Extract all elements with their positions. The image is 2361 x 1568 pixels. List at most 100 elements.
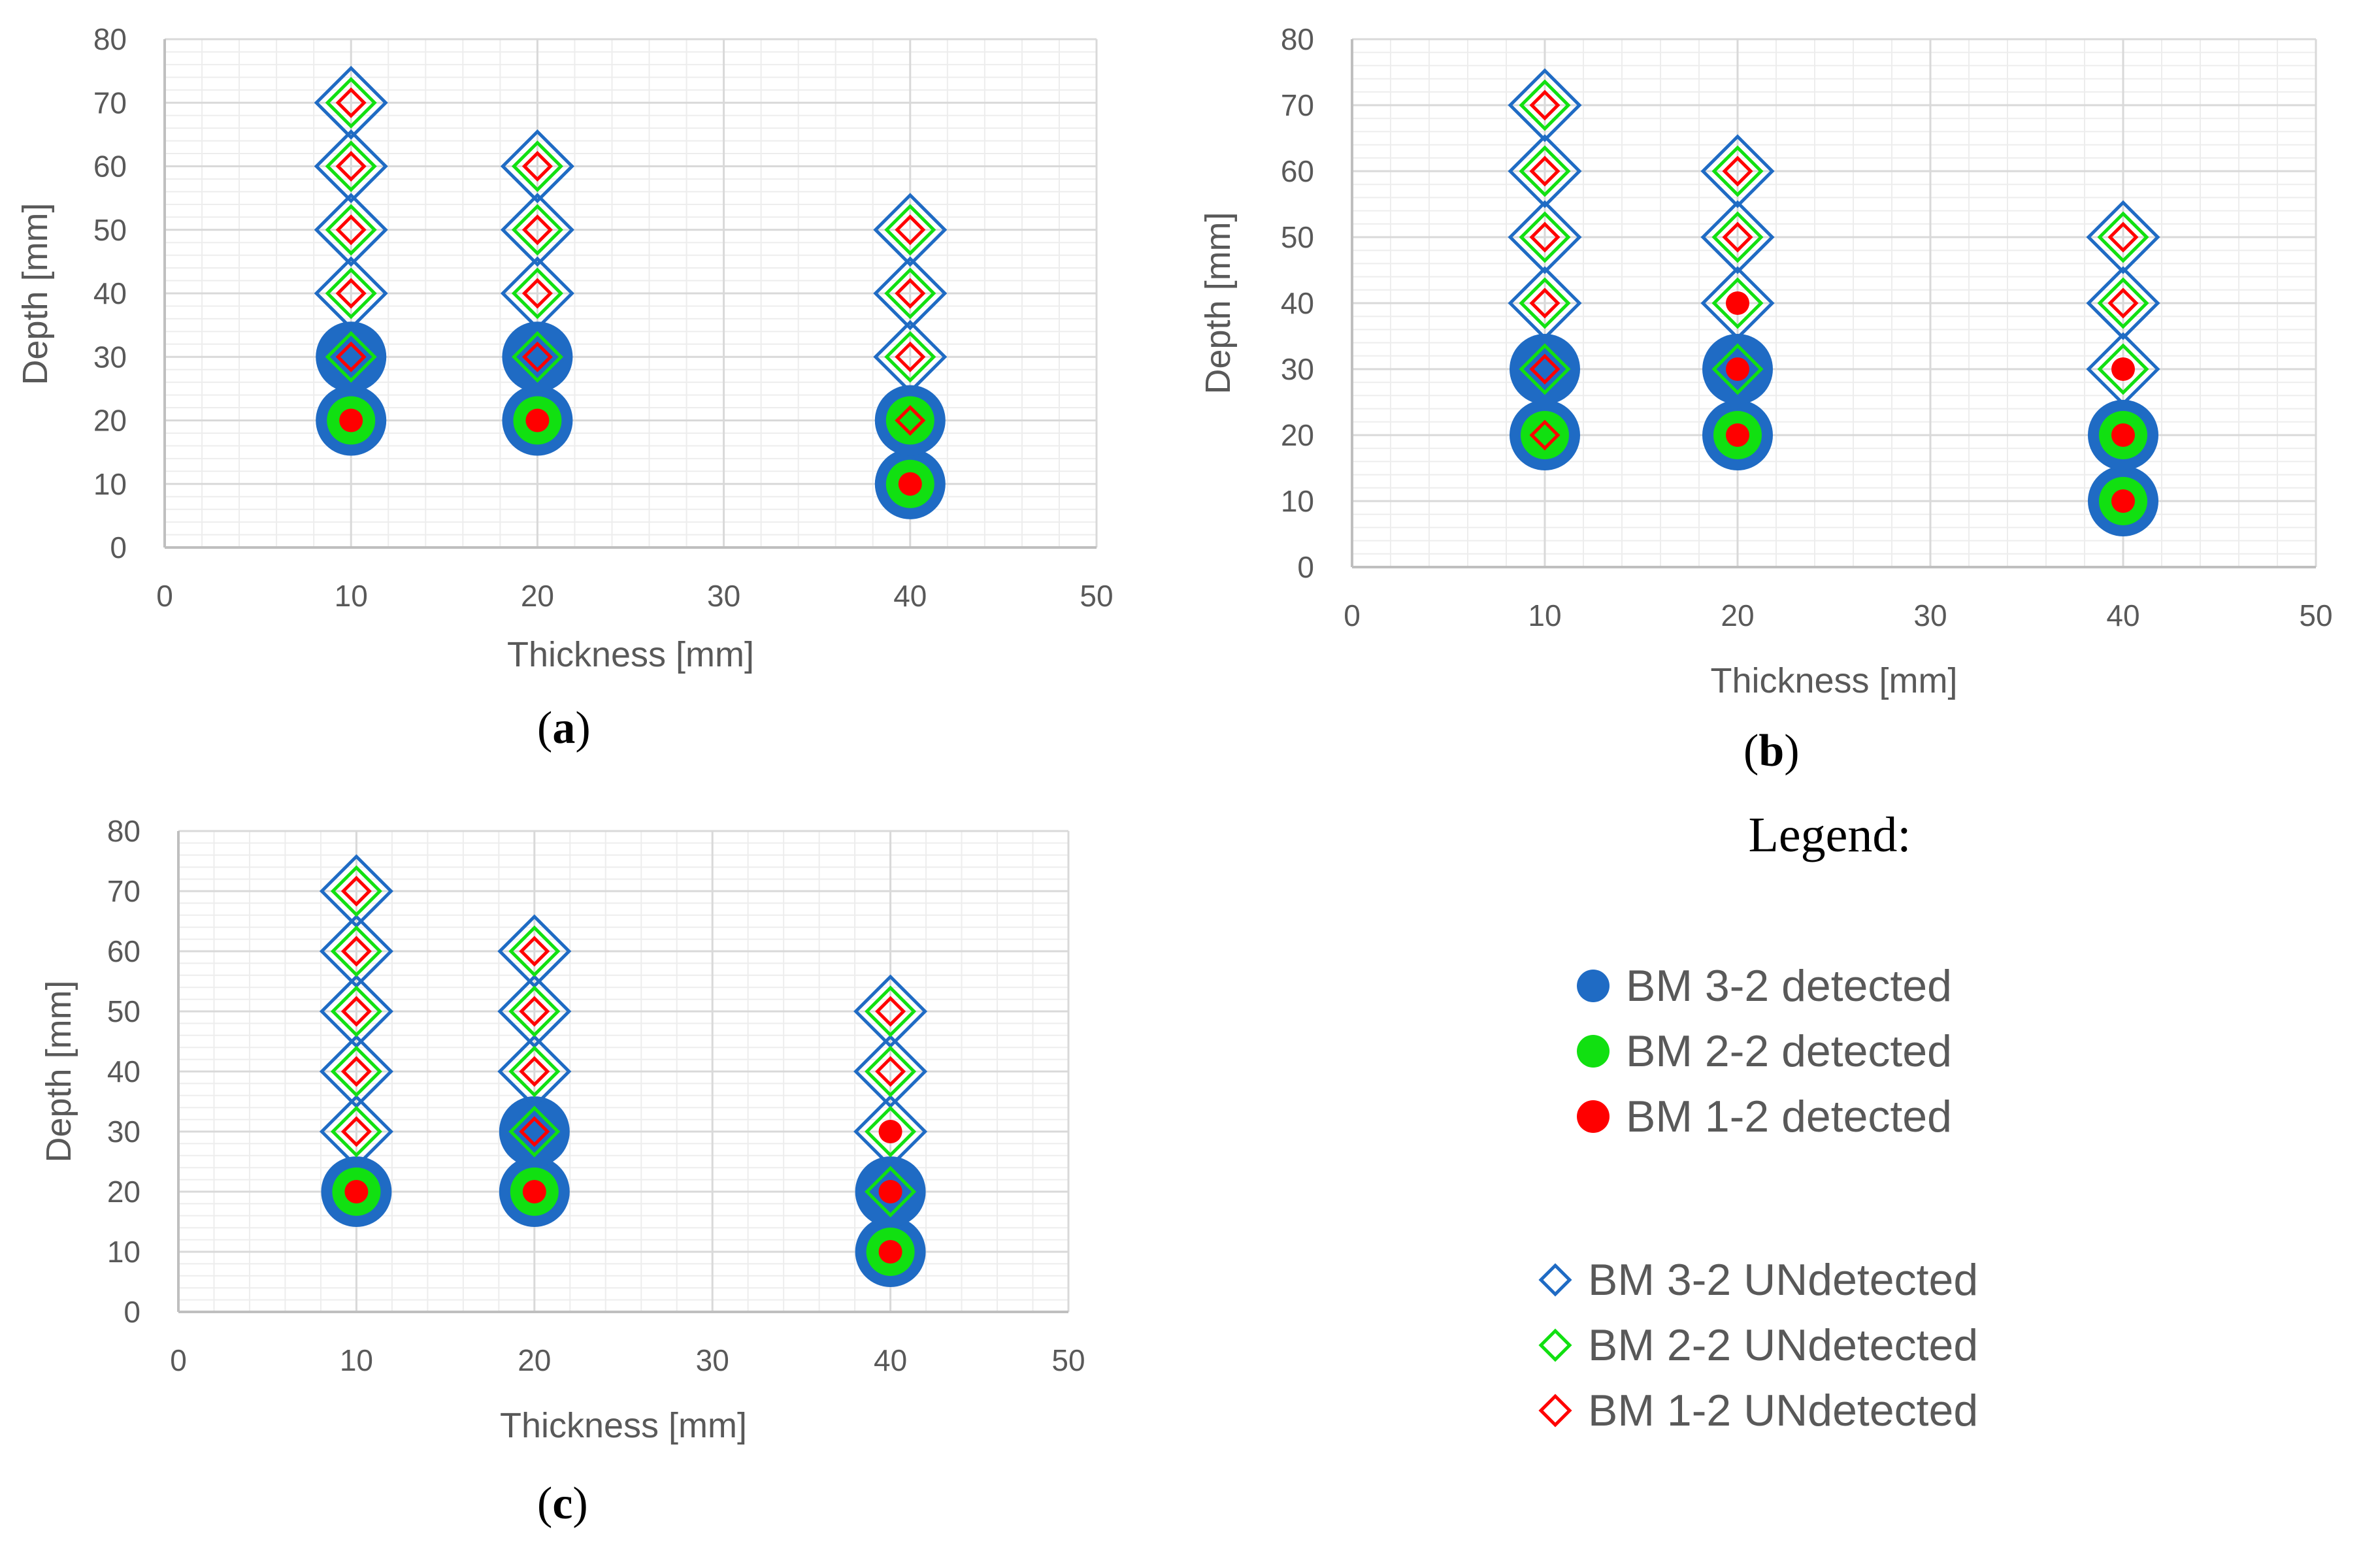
undetected-point-bm3-2 <box>2086 332 2160 406</box>
caption-a: (a) <box>537 703 591 753</box>
undetected-point-bm1-2 <box>335 150 367 182</box>
chart-panel-b: 0 10 20 30 40 50 0 10 20 30 40 50 60 70 80 Thickness [m… <box>1198 22 2333 700</box>
y-tick-label: 20 <box>93 404 127 438</box>
detected-point-bm1-2 <box>344 1180 369 1203</box>
undetected-point-bm2-2 <box>330 1045 382 1098</box>
undetected-point-bm2-2 <box>2097 211 2149 263</box>
detected-point-bm1-2 <box>878 1180 902 1203</box>
y-tick-label: 30 <box>93 340 127 374</box>
y-axis-title: Depth [mm] <box>39 980 78 1162</box>
undetected-point-bm3-2 <box>1508 68 1582 142</box>
x-tick-label: 40 <box>2106 598 2139 632</box>
y-tick-label: 10 <box>1281 484 1314 518</box>
undetected-point-bm1-2 <box>1529 155 1560 187</box>
diamond-marker-icon <box>1538 1328 1572 1362</box>
series-bm1-2 <box>340 875 906 1264</box>
undetected-point-bm2-2 <box>1519 343 1571 395</box>
undetected-point-bm2-2 <box>1519 145 1571 197</box>
undetected-point-bm2-2 <box>330 925 382 977</box>
y-tick-label: 30 <box>1281 352 1314 386</box>
undetected-point-bm2-2 <box>511 140 563 193</box>
y-tick-label: 40 <box>1281 286 1314 320</box>
undetected-point-bm1-2 <box>1722 221 1753 253</box>
detected-point-bm3-2 <box>1510 334 1580 404</box>
undetected-point-bm2-2 <box>511 267 563 319</box>
undetected-point-bm1-2 <box>1529 221 1560 253</box>
detected-point-bm2-2 <box>1521 411 1569 459</box>
detected-point-bm3-2 <box>499 1096 570 1167</box>
detected-point-bm1-2 <box>878 1120 902 1143</box>
undetected-point-bm2-2 <box>330 1105 382 1158</box>
undetected-point-bm1-2 <box>895 341 926 372</box>
y-tick-label: 0 <box>1297 550 1314 584</box>
x-tick-label: 20 <box>521 579 554 613</box>
undetected-point-bm3-2 <box>314 129 388 204</box>
undetected-point-bm2-2 <box>884 267 936 319</box>
x-tick-label: 0 <box>1344 598 1361 632</box>
undetected-point-bm3-2 <box>873 319 948 394</box>
undetected-point-bm2-2 <box>325 140 377 193</box>
undetected-point-bm1-2 <box>895 278 926 309</box>
undetected-point-bm1-2 <box>1529 353 1560 385</box>
y-tick-label: 40 <box>93 276 127 310</box>
undetected-point-bm1-2 <box>519 1116 550 1147</box>
undetected-point-bm2-2 <box>325 204 377 256</box>
undetected-point-bm2-2 <box>1711 277 1764 329</box>
x-axis-title: Thickness [mm] <box>507 635 754 674</box>
undetected-point-bm3-2 <box>1700 200 1775 274</box>
y-tick-label: 20 <box>1281 418 1314 452</box>
detected-point-bm1-2 <box>898 472 922 496</box>
undetected-point-bm1-2 <box>521 214 553 246</box>
undetected-point-bm1-2 <box>2107 287 2139 319</box>
chart-panel-c: 0 10 20 30 40 50 0 10 20 30 40 50 60 70 80 Thickness [m… <box>39 814 1085 1445</box>
caption-c: (c) <box>537 1478 588 1529</box>
undetected-point-bm3-2 <box>500 193 574 267</box>
undetected-point-bm1-2 <box>340 1116 372 1147</box>
y-tick-label: 80 <box>1281 22 1314 56</box>
undetected-point-bm2-2 <box>2097 343 2149 395</box>
undetected-point-bm2-2 <box>330 985 382 1037</box>
undetected-point-bm2-2 <box>508 925 561 977</box>
detected-point-bm3-2 <box>502 321 573 393</box>
legend-item-bm22-undetected: BM 2-2 UNdetected <box>1537 1320 1978 1371</box>
undetected-point-bm3-2 <box>314 256 388 331</box>
y-tick-label: 60 <box>107 934 140 968</box>
undetected-point-bm3-2 <box>2086 200 2160 274</box>
undetected-point-bm3-2 <box>1700 266 1775 340</box>
y-tick-label: 20 <box>107 1175 140 1209</box>
undetected-point-bm2-2 <box>1519 277 1571 329</box>
undetected-point-bm1-2 <box>1529 287 1560 319</box>
undetected-point-bm3-2 <box>314 65 388 140</box>
undetected-point-bm3-2 <box>1508 134 1582 208</box>
undetected-point-bm1-2 <box>519 996 550 1027</box>
undetected-point-bm1-2 <box>875 996 906 1027</box>
undetected-point-bm1-2 <box>340 1056 372 1087</box>
undetected-point-bm1-2 <box>2107 221 2139 253</box>
x-tick-label: 0 <box>156 579 173 613</box>
x-axis-title: Thickness [mm] <box>1710 661 1957 700</box>
x-axis-title: Thickness [mm] <box>500 1406 747 1445</box>
y-axis-title: Depth [mm] <box>16 203 55 385</box>
undetected-point-bm1-2 <box>340 936 372 967</box>
legend-item-bm12-undetected: BM 1-2 UNdetected <box>1537 1385 1978 1436</box>
detected-point-bm1-2 <box>2111 423 2135 447</box>
undetected-point-bm1-2 <box>335 87 367 118</box>
x-tick-label: 10 <box>1528 598 1561 632</box>
x-tick-label: 50 <box>1080 579 1113 613</box>
undetected-point-bm2-2 <box>325 267 377 319</box>
y-tick-label: 80 <box>107 814 140 848</box>
undetected-point-bm2-2 <box>865 985 917 1037</box>
y-tick-label: 60 <box>93 150 127 184</box>
circle-marker-icon <box>1577 1100 1610 1133</box>
detected-point-bm1-2 <box>525 408 550 433</box>
x-tick-label: 40 <box>874 1343 907 1377</box>
undetected-point-bm1-2 <box>895 214 926 246</box>
y-tick-label: 10 <box>107 1235 140 1269</box>
x-tick-label: 50 <box>2299 598 2332 632</box>
y-axis-title: Depth [mm] <box>1198 212 1238 394</box>
y-tick-label: 40 <box>107 1054 140 1088</box>
undetected-point-bm3-2 <box>2086 266 2160 340</box>
undetected-point-bm2-2 <box>1711 145 1764 197</box>
undetected-point-bm1-2 <box>340 875 372 907</box>
undetected-point-bm2-2 <box>865 1105 917 1158</box>
